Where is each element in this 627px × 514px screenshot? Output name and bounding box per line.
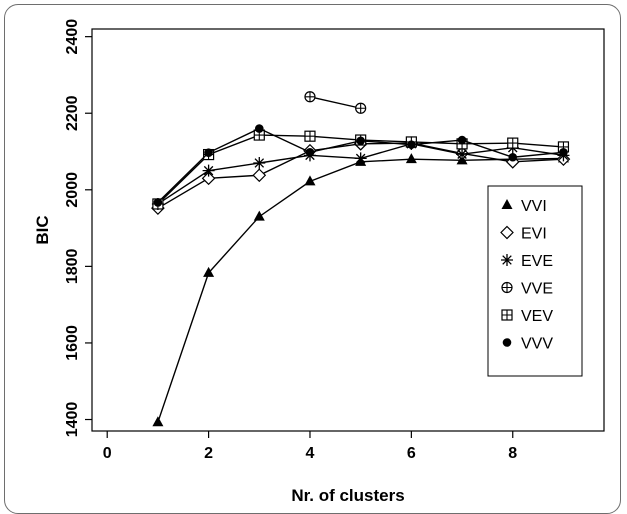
y-tick-label: 1800 bbox=[64, 248, 81, 284]
series-layer bbox=[151, 91, 571, 427]
data-point-evi bbox=[201, 171, 216, 186]
y-tick-label: 2200 bbox=[64, 95, 81, 131]
series-vvv bbox=[153, 124, 568, 207]
data-point-eve bbox=[253, 157, 266, 169]
data-point-vvi bbox=[405, 153, 417, 164]
x-tick-label: 6 bbox=[407, 445, 416, 462]
legend: VVI EVI EVE VVE VEV VVV bbox=[487, 185, 583, 377]
series-vve bbox=[304, 91, 367, 114]
y-tick-label: 1600 bbox=[64, 325, 81, 361]
data-point-eve bbox=[202, 164, 215, 177]
legend-label-vev: VEV bbox=[521, 308, 553, 325]
data-point-vvi bbox=[152, 416, 164, 427]
data-point-vvi bbox=[203, 266, 215, 277]
x-tick-label: 0 bbox=[103, 445, 112, 462]
legend-marker-vev bbox=[501, 309, 513, 321]
legend-label-eve: EVE bbox=[521, 253, 553, 270]
x-axis: 0 2 4 6 8 bbox=[103, 431, 517, 462]
data-point-vve bbox=[355, 102, 367, 114]
data-point-eve bbox=[354, 152, 367, 165]
data-point-vvv bbox=[356, 136, 365, 146]
y-tick-label: 2400 bbox=[64, 19, 81, 55]
legend-label-vvi: VVI bbox=[521, 198, 547, 215]
data-point-vvv bbox=[559, 147, 568, 157]
x-axis-title: Nr. of clusters bbox=[291, 486, 404, 505]
data-point-eve bbox=[456, 148, 469, 161]
data-point-vvi bbox=[304, 175, 316, 186]
data-point-vve bbox=[304, 91, 316, 103]
data-point-vvv bbox=[457, 135, 467, 145]
data-point-vvi bbox=[253, 210, 265, 221]
y-tick-label: 1400 bbox=[64, 402, 81, 438]
data-point-vvv bbox=[305, 147, 315, 157]
series-line-vve bbox=[309, 96, 361, 109]
y-axis-title: BIC bbox=[33, 215, 52, 244]
data-point-vvv bbox=[407, 140, 416, 149]
legend-marker-evi bbox=[500, 225, 514, 240]
data-point-vvv bbox=[254, 124, 264, 133]
legend-marker-vve bbox=[501, 281, 513, 294]
data-point-vvv bbox=[153, 198, 163, 207]
x-tick-label: 2 bbox=[204, 445, 213, 462]
x-tick-label: 8 bbox=[508, 445, 517, 462]
legend-marker-eve bbox=[501, 254, 513, 266]
data-point-vev bbox=[507, 137, 519, 149]
legend-label-vvv: VVV bbox=[521, 336, 553, 353]
x-tick-label: 4 bbox=[306, 445, 315, 462]
data-point-evi bbox=[252, 168, 267, 183]
legend-marker-vvv bbox=[502, 338, 512, 347]
data-point-vvv bbox=[508, 152, 518, 162]
data-point-vvv bbox=[204, 148, 213, 157]
y-tick-label: 2000 bbox=[64, 172, 81, 208]
legend-label-evi: EVI bbox=[521, 226, 547, 243]
legend-label-vve: VVE bbox=[521, 281, 553, 298]
y-axis: 1400 1600 1800 2000 2200 2400 bbox=[64, 19, 92, 438]
plot-area bbox=[91, 28, 605, 432]
legend-marker-vvi bbox=[501, 199, 513, 209]
data-point-vev bbox=[304, 130, 316, 142]
